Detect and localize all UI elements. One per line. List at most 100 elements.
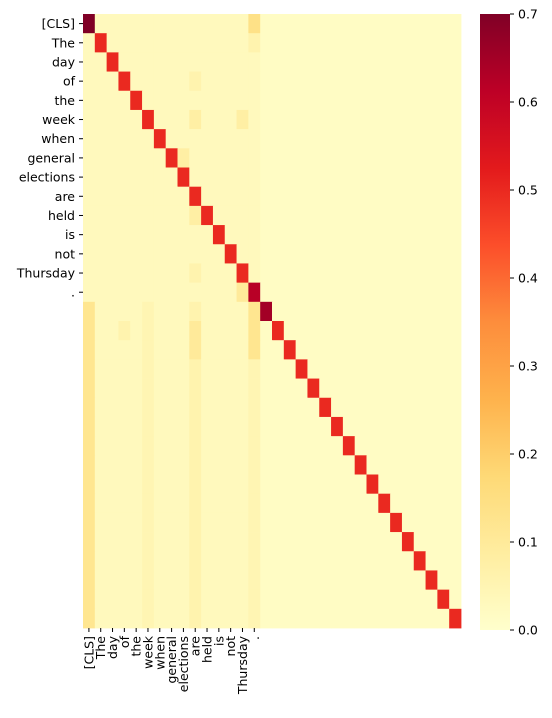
heatmap-cell <box>401 340 415 360</box>
heatmap-cell <box>142 397 155 418</box>
heatmap-cell <box>390 493 403 514</box>
heatmap-cell <box>378 378 391 399</box>
heatmap-cell <box>94 109 108 130</box>
heatmap-cell <box>153 378 167 399</box>
heatmap-cell <box>413 71 426 92</box>
heatmap-cell <box>236 14 249 34</box>
heatmap-cell <box>401 90 415 111</box>
heatmap-cell <box>212 321 226 341</box>
y-tick-label: . <box>71 285 75 300</box>
heatmap-cell <box>449 33 462 53</box>
heatmap-cell <box>130 148 143 168</box>
heatmap-cell <box>153 436 167 456</box>
heatmap-cell <box>390 148 403 168</box>
heatmap-cell <box>260 186 273 207</box>
colorbar-gradient <box>480 14 510 630</box>
heatmap-cell <box>236 321 249 341</box>
heatmap-cell <box>236 589 249 610</box>
heatmap-cell <box>248 589 261 610</box>
heatmap-cell <box>307 129 320 149</box>
heatmap-cell <box>401 301 415 322</box>
heatmap-cell <box>342 167 356 188</box>
heatmap-cell <box>248 52 261 72</box>
colorbar: 0.0 0.1 0.2 0.3 0.4 0.5 0.6 0.7 <box>480 7 538 638</box>
heatmap-cell <box>390 129 403 149</box>
heatmap-cell <box>94 416 108 437</box>
heatmap-cell <box>94 551 108 571</box>
heatmap-cell <box>366 436 379 456</box>
heatmap-cell <box>83 359 96 379</box>
heatmap-cell <box>354 244 367 264</box>
heatmap-cell <box>283 52 297 72</box>
heatmap-cell <box>83 205 96 226</box>
heatmap-cell <box>201 532 214 552</box>
heatmap-cell <box>83 33 96 53</box>
heatmap-cell <box>437 589 450 610</box>
heatmap-cell <box>130 532 143 552</box>
heatmap-cell <box>248 90 261 111</box>
heatmap-cell <box>189 129 202 149</box>
heatmap-cell <box>331 359 344 379</box>
heatmap-cell <box>307 33 320 53</box>
heatmap-cell <box>106 608 119 629</box>
heatmap-cell <box>224 532 237 552</box>
heatmap-cell <box>378 321 391 341</box>
heatmap-cell <box>331 52 344 72</box>
heatmap-cell <box>83 570 96 591</box>
heatmap-cell <box>378 359 391 379</box>
heatmap-cell <box>130 340 143 360</box>
heatmap-cell <box>142 71 155 92</box>
heatmap-cell <box>260 416 273 437</box>
heatmap-cell <box>248 608 261 629</box>
heatmap-cell <box>307 455 320 475</box>
heatmap-cell <box>130 263 143 284</box>
heatmap-cell <box>437 532 450 552</box>
heatmap-cell <box>236 532 249 552</box>
heatmap-cell <box>401 397 415 418</box>
heatmap-cell <box>366 167 379 188</box>
heatmap-cell <box>153 14 167 34</box>
heatmap-cell <box>437 90 450 111</box>
heatmap-cell <box>142 321 155 341</box>
heatmap-cell <box>153 282 167 303</box>
heatmap-cell <box>248 378 261 399</box>
heatmap-cell <box>449 321 462 341</box>
heatmap-cell <box>106 493 119 514</box>
heatmap-cell <box>331 167 344 188</box>
heatmap-cell <box>118 436 131 456</box>
heatmap-cell <box>83 109 96 130</box>
heatmap-cell <box>413 90 426 111</box>
heatmap-cell <box>437 359 450 379</box>
heatmap-cell <box>283 397 297 418</box>
heatmap-cell <box>354 167 367 188</box>
heatmap-cell <box>130 608 143 629</box>
x-tick-label: week <box>140 635 155 669</box>
heatmap-cell <box>130 301 143 322</box>
heatmap-cell <box>413 359 426 379</box>
heatmap-cell <box>319 301 332 322</box>
heatmap-cell <box>201 167 214 188</box>
heatmap-cell <box>283 129 297 149</box>
heatmap-cell <box>236 397 249 418</box>
heatmap-cell <box>94 148 108 168</box>
heatmap-cell <box>295 608 308 629</box>
heatmap-cell <box>236 378 249 399</box>
heatmap-cell <box>449 148 462 168</box>
heatmap-cell <box>425 167 438 188</box>
heatmap-cell <box>212 455 226 475</box>
heatmap-cell <box>153 71 167 92</box>
heatmap-cell <box>319 263 332 284</box>
heatmap-cell <box>413 205 426 226</box>
heatmap-cell <box>401 551 415 571</box>
heatmap-cell <box>189 205 202 226</box>
x-tick-label: [CLS] <box>81 636 96 669</box>
heatmap-cell <box>201 52 214 72</box>
heatmap-cell <box>425 474 438 495</box>
heatmap-cell <box>201 205 214 226</box>
heatmap-cell <box>94 90 108 111</box>
heatmap-cell <box>413 244 426 264</box>
heatmap-cell <box>106 148 119 168</box>
heatmap-cell <box>331 416 344 437</box>
heatmap-cell <box>366 397 379 418</box>
